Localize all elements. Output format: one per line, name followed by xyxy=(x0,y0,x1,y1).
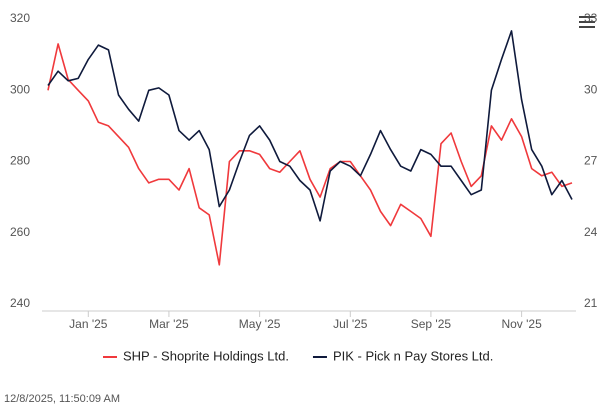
y2-tick-label: 33 xyxy=(584,11,598,25)
menu-bar xyxy=(579,16,595,18)
y-tick-label: 260 xyxy=(10,225,30,239)
menu-icon[interactable] xyxy=(579,16,595,28)
x-tick-label: May '25 xyxy=(239,317,281,331)
legend-label: SHP - Shoprite Holdings Ltd. xyxy=(123,348,289,363)
x-tick-label: Jul '25 xyxy=(333,317,368,331)
x-tick-label: Nov '25 xyxy=(501,317,542,331)
legend-label: PIK - Pick n Pay Stores Ltd. xyxy=(333,348,493,363)
y2-tick-label: 24 xyxy=(584,225,598,239)
y-tick-label: 240 xyxy=(10,296,30,310)
menu-bar xyxy=(579,21,595,23)
series-line xyxy=(47,30,573,222)
x-tick-label: Mar '25 xyxy=(149,317,189,331)
y-tick-label: 300 xyxy=(10,82,30,96)
y2-tick-label: 27 xyxy=(584,154,598,168)
y2-tick-label: 30 xyxy=(584,82,598,96)
y2-tick-label: 21 xyxy=(584,296,598,310)
menu-bar xyxy=(579,26,595,28)
y-tick-label: 320 xyxy=(10,11,30,25)
x-tick-label: Sep '25 xyxy=(411,317,452,331)
timestamp: 12/8/2025, 11:50:09 AM xyxy=(4,393,120,405)
series-line xyxy=(47,43,573,266)
x-tick-label: Jan '25 xyxy=(69,317,108,331)
y-tick-label: 280 xyxy=(10,154,30,168)
